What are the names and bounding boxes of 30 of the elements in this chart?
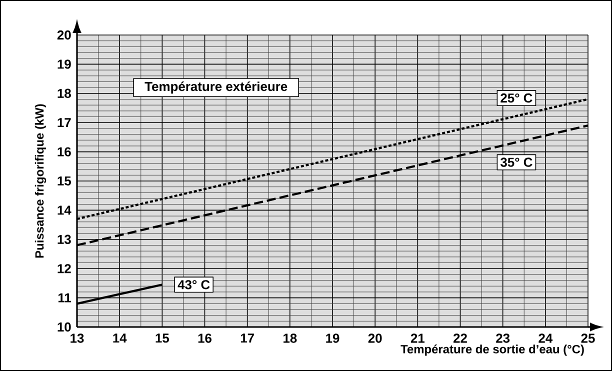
y-tick-label: 18 bbox=[58, 88, 71, 98]
series-label: 25° C bbox=[500, 93, 532, 103]
x-tick-label: 16 bbox=[198, 334, 212, 343]
x-tick-label: 22 bbox=[454, 334, 467, 343]
y-tick-label: 11 bbox=[58, 293, 71, 302]
y-tick-label: 13 bbox=[58, 234, 71, 244]
legend-title: Température extérieure bbox=[144, 81, 288, 94]
x-tick-label: 18 bbox=[284, 334, 297, 343]
x-tick-label: 17 bbox=[240, 334, 254, 343]
y-tick-label: 17 bbox=[58, 118, 71, 128]
y-tick-label: 20 bbox=[57, 30, 71, 40]
y-tick-label: 15 bbox=[58, 176, 71, 186]
x-tick-label: 14 bbox=[113, 334, 127, 343]
y-axis-title: Puissance frigorifique (kW) bbox=[34, 104, 46, 258]
x-tick-label: 24 bbox=[538, 334, 553, 343]
y-tick-label: 12 bbox=[58, 264, 71, 274]
series-label: 43° C bbox=[178, 280, 210, 290]
y-tick-label: 10 bbox=[58, 322, 71, 332]
y-tick-label: 14 bbox=[58, 206, 72, 215]
x-tick-label: 15 bbox=[156, 334, 170, 343]
x-tick-label: 23 bbox=[496, 334, 510, 343]
series-label: 35° C bbox=[500, 158, 532, 167]
y-tick-label: 16 bbox=[58, 147, 71, 156]
x-tick-label: 19 bbox=[326, 334, 340, 343]
x-tick-label: 25 bbox=[581, 334, 595, 343]
x-tick-label: 13 bbox=[70, 334, 84, 343]
x-axis-title: Température de sortie d’eau (°C) bbox=[400, 344, 584, 356]
x-tick-label: 21 bbox=[410, 334, 425, 343]
y-tick-label: 19 bbox=[58, 60, 71, 69]
x-tick-label: 20 bbox=[368, 334, 382, 343]
